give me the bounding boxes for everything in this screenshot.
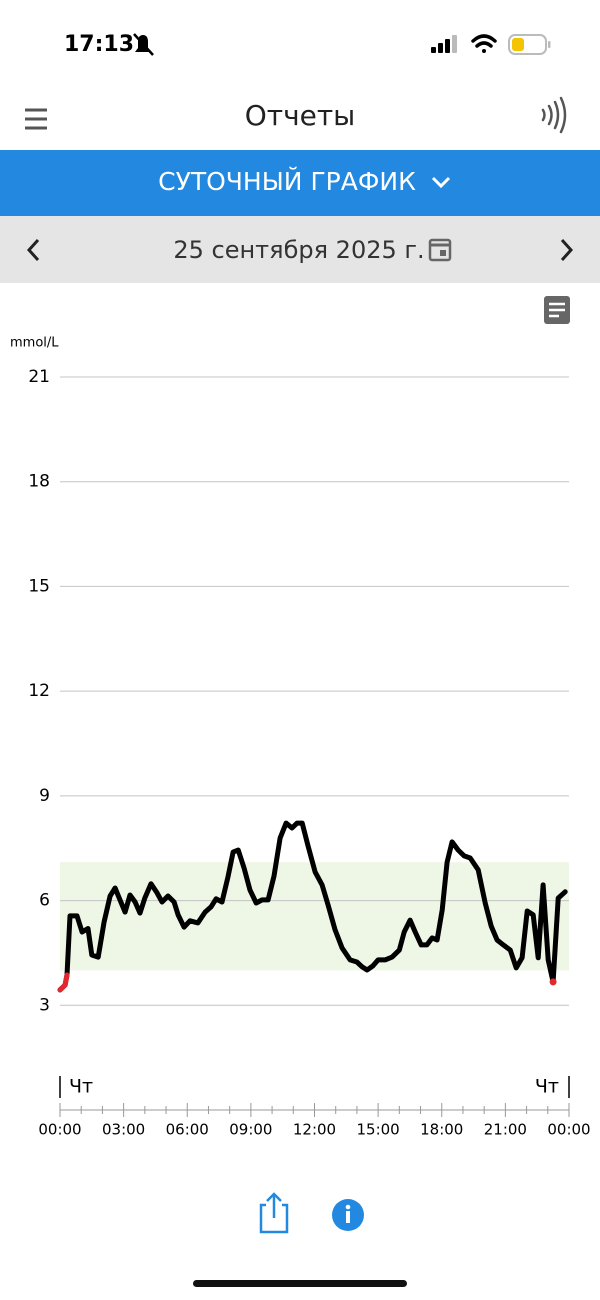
nfc-button[interactable] <box>541 96 567 134</box>
home-indicator <box>193 1280 407 1287</box>
share-button[interactable] <box>259 1192 289 1234</box>
chart: 3 6 9 12 15 18 21 00:00 03:00 06:00 09:00 12:00 15:0… <box>28 367 590 1139</box>
y-tick-label: 21 <box>28 367 50 387</box>
x-tick-label: 00:00 <box>547 1121 590 1139</box>
target-range <box>60 862 569 971</box>
prev-day-button[interactable] <box>26 238 40 262</box>
x-tick-label: 21:00 <box>484 1121 527 1139</box>
x-tick-label: 00:00 <box>38 1121 81 1139</box>
dropdown-chevron[interactable] <box>431 176 451 189</box>
report-selector[interactable] <box>0 150 600 216</box>
low-segment <box>57 972 70 993</box>
report-selector-label[interactable]: СУТОЧНЫЙ ГРАФИК <box>158 167 416 196</box>
x-tick-label: 18:00 <box>420 1121 463 1139</box>
y-tick-label: 6 <box>39 891 50 911</box>
date-label: 25 сентября 2025 г. <box>173 236 424 264</box>
y-tick-label: 18 <box>28 472 50 492</box>
y-tick-label: 3 <box>39 995 50 1015</box>
y-tick-label: 15 <box>28 576 50 596</box>
status-time: 17:13 <box>64 32 134 57</box>
header-title: Отчеты <box>245 99 356 132</box>
menu-button[interactable] <box>25 108 47 130</box>
glucose-line <box>57 820 568 993</box>
info-button[interactable] <box>332 1199 364 1231</box>
notes-button[interactable] <box>544 296 570 324</box>
x-tick-label: 06:00 <box>166 1121 209 1139</box>
battery-icon <box>508 34 551 55</box>
x-tick-label: 12:00 <box>293 1121 336 1139</box>
day-label: Чт <box>69 1076 93 1098</box>
next-day-button[interactable] <box>560 238 574 262</box>
date-bar <box>0 216 600 283</box>
low-point <box>549 978 557 986</box>
silent-icon <box>133 33 154 56</box>
signal-icon <box>431 35 457 53</box>
x-tick-label: 15:00 <box>357 1121 400 1139</box>
y-axis-label: mmol/L <box>10 336 59 351</box>
y-tick-label: 9 <box>39 786 50 806</box>
x-tick-label: 03:00 <box>102 1121 145 1139</box>
day-label: Чт <box>535 1076 559 1098</box>
calendar-button[interactable] <box>428 238 452 262</box>
x-tick-label: 09:00 <box>229 1121 272 1139</box>
wifi-icon <box>471 34 497 53</box>
y-tick-label: 12 <box>28 681 50 701</box>
